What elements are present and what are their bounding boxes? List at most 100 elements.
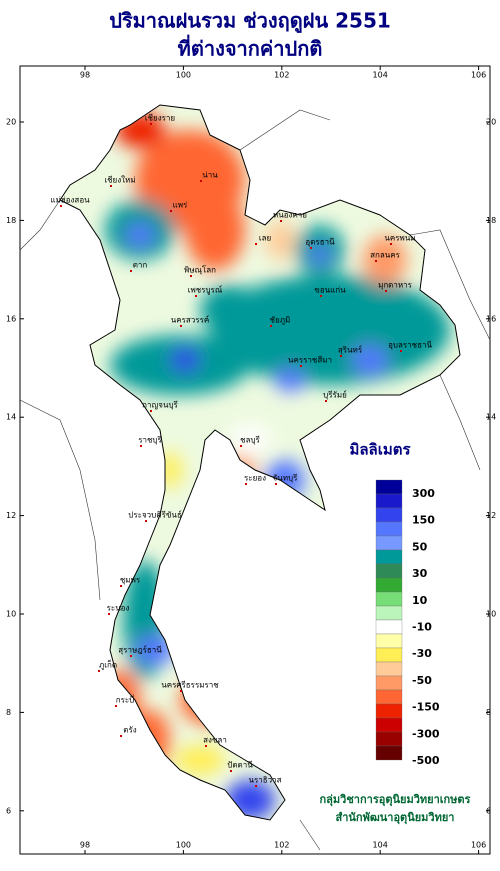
legend-title: มิลลิเมตร	[349, 441, 411, 459]
place-marker	[108, 613, 110, 615]
place-label: ตาก	[133, 261, 148, 270]
legend-swatch	[375, 647, 403, 663]
legend-swatch	[375, 563, 403, 579]
place-label: สกลนคร	[370, 251, 400, 260]
place-marker	[245, 483, 247, 485]
place-label: สุราษฎร์ธานี	[118, 645, 162, 655]
place-label: ตรัง	[123, 726, 136, 735]
place-marker	[60, 205, 62, 207]
lon-tick-label: 104	[373, 841, 388, 850]
place-marker	[190, 275, 192, 277]
place-marker	[320, 295, 322, 297]
lat-tick-label: 20	[486, 118, 496, 127]
place-marker	[98, 670, 100, 672]
place-marker	[310, 247, 312, 249]
legend-label: 300	[412, 487, 435, 500]
place-label: สงขลา	[203, 736, 227, 745]
lat-tick-label: 10	[6, 610, 16, 619]
place-label: แพร่	[173, 201, 188, 210]
place-label: เชียงราย	[145, 114, 175, 123]
lat-tick-label: 18	[486, 216, 496, 225]
legend-swatch	[375, 577, 403, 593]
place-label: ระยอง	[244, 474, 266, 483]
footer-line2: สำนักพัฒนาอุตุนิยมวิทยา	[336, 811, 455, 825]
place-marker	[140, 445, 142, 447]
place-label: ชลบุรี	[240, 436, 260, 445]
place-label: อุดรธานี	[305, 238, 335, 247]
place-label: เพชรบูรณ์	[188, 285, 223, 296]
place-marker	[195, 295, 197, 297]
legend-label: -10	[412, 621, 432, 634]
legend-label: -50	[412, 674, 432, 687]
place-label: ภูเก็ต	[99, 660, 117, 671]
place-label: หนองคาย	[273, 211, 307, 220]
lon-tick-label: 102	[274, 71, 289, 80]
place-label: ขอนแก่น	[314, 286, 346, 295]
lat-tick-label: 14	[6, 413, 16, 422]
place-label: มุกดาหาร	[378, 281, 413, 290]
legend-label: 50	[412, 540, 428, 553]
place-label: เชียงใหม่	[104, 176, 135, 185]
place-marker	[300, 365, 302, 367]
lat-tick-label: 16	[486, 314, 496, 323]
place-label: นครสวรรค์	[171, 315, 209, 325]
place-label: กาญจนบุรี	[142, 401, 178, 410]
place-label: จันทบุรี	[273, 474, 299, 483]
legend-label: -300	[412, 727, 440, 740]
lat-tick-label: 12	[6, 511, 16, 520]
place-marker	[280, 220, 282, 222]
place-label: อุบลราชธานี	[388, 341, 432, 350]
legend-swatch	[375, 745, 403, 761]
place-label: ราชบุรี	[138, 436, 162, 445]
place-label: สุรินทร์	[338, 345, 363, 355]
footer-line1: กลุ่มวิชาการอุตุนิยมวิทยาเกษตร	[320, 793, 471, 807]
place-label: นครราชสีมา	[288, 356, 332, 365]
legend-label: -150	[412, 701, 440, 714]
place-marker	[150, 410, 152, 412]
place-marker	[180, 690, 182, 692]
place-label: นครพนม	[384, 234, 415, 243]
legend-swatch	[375, 493, 403, 509]
legend-swatch	[375, 507, 403, 523]
place-label: กระบี่	[116, 694, 135, 705]
place-marker	[255, 785, 257, 787]
place-label: บุรีรัมย์	[323, 390, 347, 400]
legend-swatch	[375, 521, 403, 537]
lon-tick-label: 106	[471, 71, 486, 80]
place-marker	[270, 325, 272, 327]
legend-swatch	[375, 619, 403, 635]
place-marker	[180, 325, 182, 327]
lat-tick-label: 6	[6, 806, 11, 815]
legend-label: 30	[412, 567, 428, 580]
legend-swatch	[375, 717, 403, 733]
legend-label: 150	[412, 514, 435, 527]
lon-tick-label: 106	[471, 841, 486, 850]
lon-tick-label: 102	[274, 841, 289, 850]
place-marker	[120, 585, 122, 587]
place-marker	[240, 445, 242, 447]
place-marker	[230, 770, 232, 772]
lat-tick-label: 20	[6, 118, 16, 127]
place-marker	[400, 350, 402, 352]
lon-tick-label: 98	[80, 71, 90, 80]
lon-tick-label: 100	[176, 71, 191, 80]
legend-swatch	[375, 605, 403, 621]
legend-label: -500	[412, 754, 440, 767]
lat-tick-label: 16	[6, 314, 16, 323]
legend-swatch	[375, 689, 403, 705]
lat-tick-label: 8	[6, 708, 11, 717]
place-marker	[200, 180, 202, 182]
place-marker	[170, 210, 172, 212]
legend-swatch	[375, 479, 403, 495]
legend-swatch	[375, 675, 403, 691]
legend-swatch	[375, 535, 403, 551]
place-label: ประจวบคีรีขันธ์	[128, 510, 182, 520]
lon-tick-label: 104	[373, 71, 388, 80]
lat-tick-label: 14	[486, 413, 496, 422]
lat-tick-label: 12	[486, 511, 496, 520]
title-line1: ปริมาณฝนรวม ช่วงฤดูฝน 2551	[109, 9, 391, 35]
place-marker	[150, 123, 152, 125]
place-label: ชุมพร	[120, 576, 141, 585]
legend-swatch	[375, 731, 403, 747]
